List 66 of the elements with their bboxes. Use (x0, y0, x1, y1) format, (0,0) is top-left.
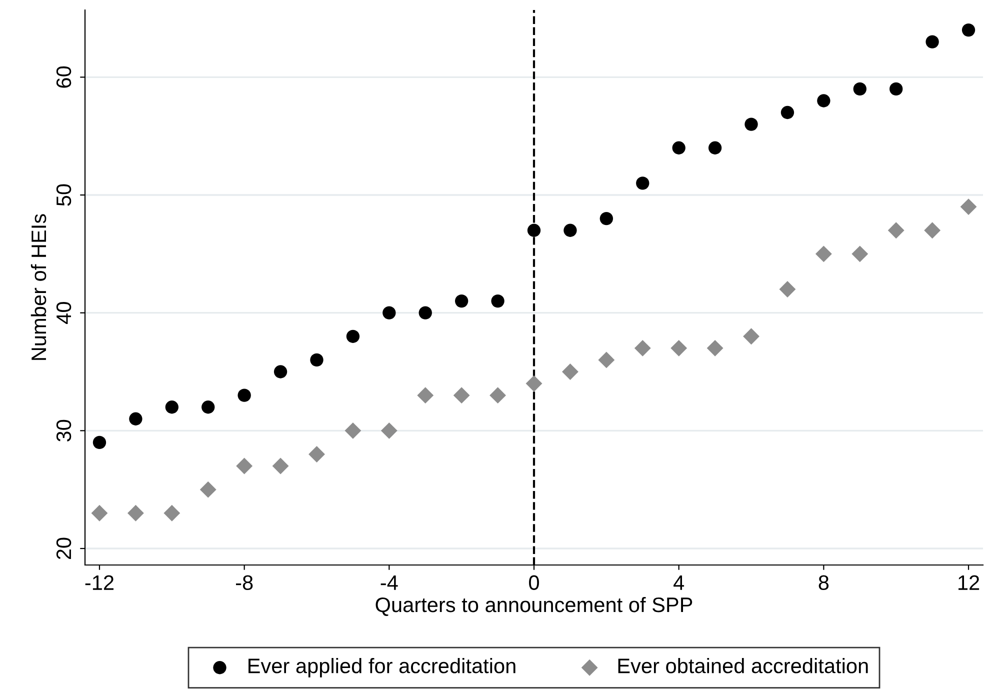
point (672, 141, 686, 154)
legend-label: Ever obtained accreditation (618, 658, 868, 674)
x-tick-label: -8 (236, 575, 253, 590)
point (382, 306, 396, 320)
point (308, 446, 325, 462)
point (924, 222, 941, 239)
point (708, 141, 722, 154)
y-tick-label: 60 (56, 66, 72, 88)
point (454, 294, 468, 308)
point (600, 212, 614, 226)
x-tick-label: 12 (958, 575, 980, 590)
point (127, 504, 144, 522)
point (706, 340, 724, 356)
x-tick-label: -12 (85, 575, 114, 590)
point (926, 35, 939, 48)
point (236, 458, 253, 474)
point (743, 328, 760, 345)
y-axis-title: Number of HEIs (30, 214, 46, 360)
point (526, 375, 542, 392)
point (960, 198, 977, 215)
point (817, 94, 830, 108)
point (744, 118, 758, 131)
point (310, 353, 324, 367)
point (418, 306, 432, 320)
point (852, 246, 868, 262)
point (780, 106, 794, 120)
point (888, 222, 904, 239)
point (962, 23, 976, 37)
point (164, 504, 180, 522)
point (238, 388, 251, 402)
point (527, 224, 541, 237)
point (344, 422, 362, 439)
point (417, 387, 434, 404)
y-tick-label: 40 (56, 302, 72, 324)
point (129, 412, 142, 426)
point (346, 330, 360, 343)
x-tick-label: 0 (529, 575, 539, 590)
point (815, 246, 832, 262)
point (670, 340, 688, 356)
point (165, 400, 178, 414)
point (491, 294, 504, 308)
x-axis-title: Quarters to announcement of SPP (376, 596, 692, 616)
point (92, 436, 106, 450)
y-tick-label: 20 (56, 538, 72, 560)
y-tick-label: 50 (56, 184, 72, 206)
x-tick-label: 4 (674, 575, 684, 590)
y-tick-label: 30 (56, 420, 72, 442)
point (453, 387, 470, 404)
point (853, 82, 866, 96)
point (490, 387, 506, 404)
point (200, 481, 216, 498)
legend-label: Ever applied for accreditation (248, 658, 516, 678)
point (634, 340, 651, 356)
point (274, 365, 288, 378)
point (564, 224, 577, 237)
point (890, 82, 903, 96)
point (636, 176, 650, 190)
point (598, 352, 615, 368)
x-tick-label: -4 (380, 575, 398, 590)
point (202, 400, 215, 414)
point (91, 504, 108, 522)
point (779, 281, 796, 298)
x-tick-label: 8 (818, 575, 829, 590)
point (272, 458, 289, 474)
point (380, 422, 398, 439)
point (562, 364, 578, 380)
